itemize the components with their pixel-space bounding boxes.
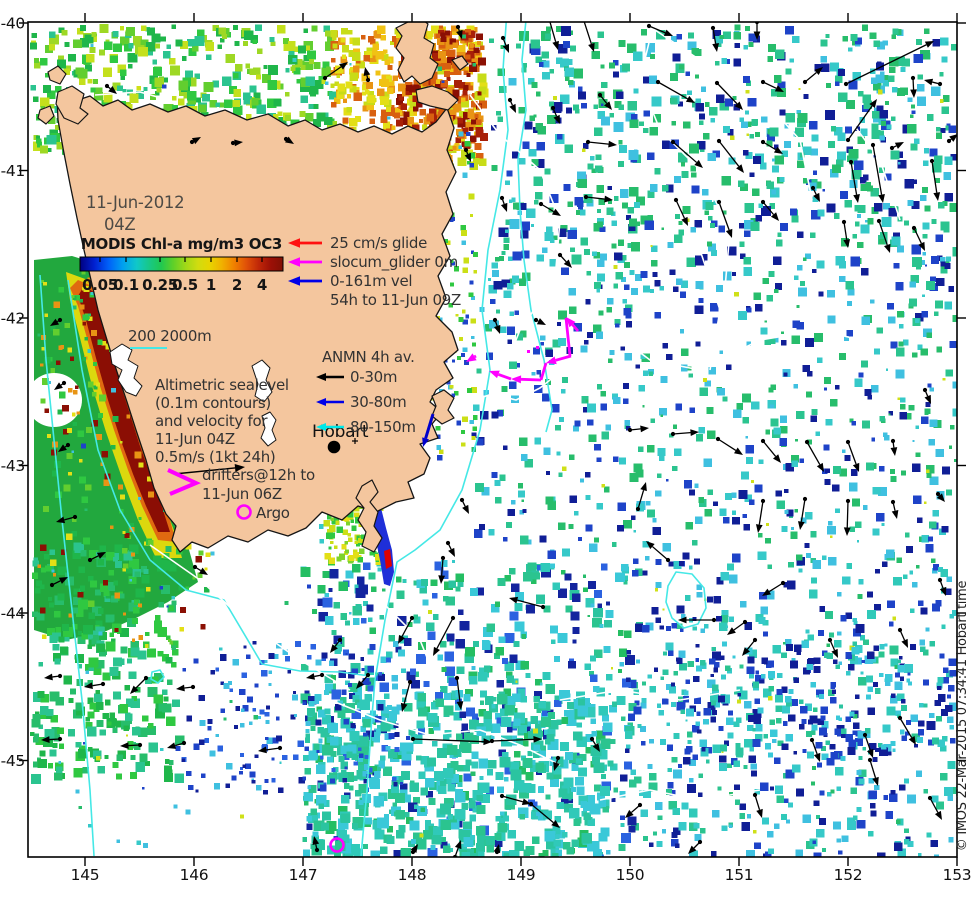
anmn-depth-label: 80-150m — [350, 418, 416, 436]
island — [355, 479, 383, 553]
glider-track — [466, 317, 580, 384]
legend-entry-label: slocum_glider 0m — [330, 253, 458, 272]
altimetric-note-line: and velocity for — [155, 412, 268, 430]
legend-altimetric: Altimetric sealevel(0.1m contours)and ve… — [155, 376, 289, 475]
argo-float-marker — [329, 837, 345, 853]
map-frame — [27, 21, 958, 858]
watermark: © IMOS 22-Mar-2015 07:34:41 Hobart time — [955, 581, 970, 852]
red-streak — [384, 549, 392, 569]
colorbar-tick-label: 0.1 — [113, 276, 139, 294]
island — [395, 22, 439, 85]
island — [37, 105, 55, 125]
x-axis-tick-label: 152 — [834, 866, 863, 884]
map-time: 04Z — [104, 215, 135, 234]
y-axis-tick-label: -45 — [1, 752, 25, 770]
drifters-note-line: 11-Jun 06Z — [202, 485, 282, 503]
lake — [109, 343, 143, 397]
x-axis-tick-label: 149 — [507, 866, 536, 884]
x-axis-tick-label: 150 — [616, 866, 645, 884]
map-content — [28, 22, 957, 857]
colorbar-tick-label: 0.05 — [82, 276, 118, 294]
anmn-depth-label: 30-80m — [350, 393, 406, 411]
anmn-legend-title: ANMN 4h av. — [322, 348, 415, 366]
contour-key-label: 200 2000m — [128, 327, 211, 345]
y-axis-tick-label: -41 — [1, 162, 25, 180]
island — [451, 55, 469, 71]
colorbar-gradient — [79, 256, 284, 272]
legend-anmn: ANMN 4h av. 0-30m 30-80m 80-150m — [316, 348, 416, 436]
argo-legend-label: Argo — [256, 504, 290, 522]
hobart-city-dot — [327, 440, 341, 454]
lake — [251, 359, 273, 403]
date-label: 11-Jun-2012 04Z — [86, 193, 185, 234]
tasmania-main-island — [56, 92, 459, 553]
tasmania-landmass — [37, 22, 469, 553]
x-axis-tick-label: 153 — [943, 866, 972, 884]
argo-legend-circle — [236, 504, 252, 520]
legend-entry-label: 25 cm/s glide — [330, 234, 427, 252]
island — [47, 65, 67, 85]
y-axis-tick-label: -43 — [1, 457, 25, 475]
sealevel-contours — [94, 22, 901, 801]
x-axis-tick-label: 146 — [180, 866, 209, 884]
y-axis-tick-label: -44 — [1, 605, 25, 623]
colorbar-tick-label: 1 — [206, 276, 216, 294]
axis-frame: 145 146 147 148 149 150 151 152 153 -40 -41 -42 -43 -… — [1, 13, 972, 884]
anmn-mooring-vector — [422, 413, 435, 447]
contour-key: 200 2000m — [128, 327, 212, 349]
imos-copyright-watermark: © IMOS 22-Mar-2015 07:34:41 Hobart time — [955, 581, 970, 852]
colorbar: MODIS Chl-a mg/m3 OC3 0.050.1 0.250.5 1 2 4 — [79, 235, 284, 294]
y-axis-tick-label: -40 — [1, 15, 25, 33]
velocity-arrows — [41, 22, 957, 857]
altimetric-note-line: 0.5m/s (1kt 24h) — [155, 448, 275, 466]
lake — [260, 411, 277, 447]
colorbar-tick-label: 0.5 — [172, 276, 198, 294]
y-axis-tick-label: -42 — [1, 310, 25, 328]
altimetric-note-line: Altimetric sealevel — [155, 376, 289, 394]
colorbar-title: MODIS Chl-a mg/m3 OC3 — [81, 235, 282, 253]
colorbar-tick-label: 2 — [232, 276, 242, 294]
anmn-depth-label: 0-30m — [350, 368, 397, 386]
x-axis-tick-label: 147 — [289, 866, 318, 884]
legend-note: 54h to 11-Jun 09Z — [330, 291, 461, 309]
x-axis-tick-label: 148 — [398, 866, 427, 884]
drifters-note-line: drifters@12h to — [202, 466, 315, 484]
argo-markers — [329, 837, 345, 853]
bathymetry-contours — [39, 22, 707, 857]
drifter-chevron — [167, 468, 201, 496]
island — [431, 389, 455, 425]
x-axis-tick-label: 145 — [71, 866, 100, 884]
map-date: 11-Jun-2012 — [86, 193, 184, 212]
legend-entry-label: 0-161m vel — [330, 272, 412, 290]
legend-argo: Argo — [236, 504, 290, 522]
island — [55, 85, 89, 125]
island — [415, 85, 459, 111]
colorbar-tick-label: 4 — [257, 276, 267, 294]
altimetric-note-line: 11-Jun 04Z — [155, 430, 235, 448]
altimetric-note-line: (0.1m contours) — [155, 394, 271, 412]
colorbar-tick-label: 0.25 — [142, 276, 178, 294]
x-axis-tick-label: 151 — [725, 866, 754, 884]
